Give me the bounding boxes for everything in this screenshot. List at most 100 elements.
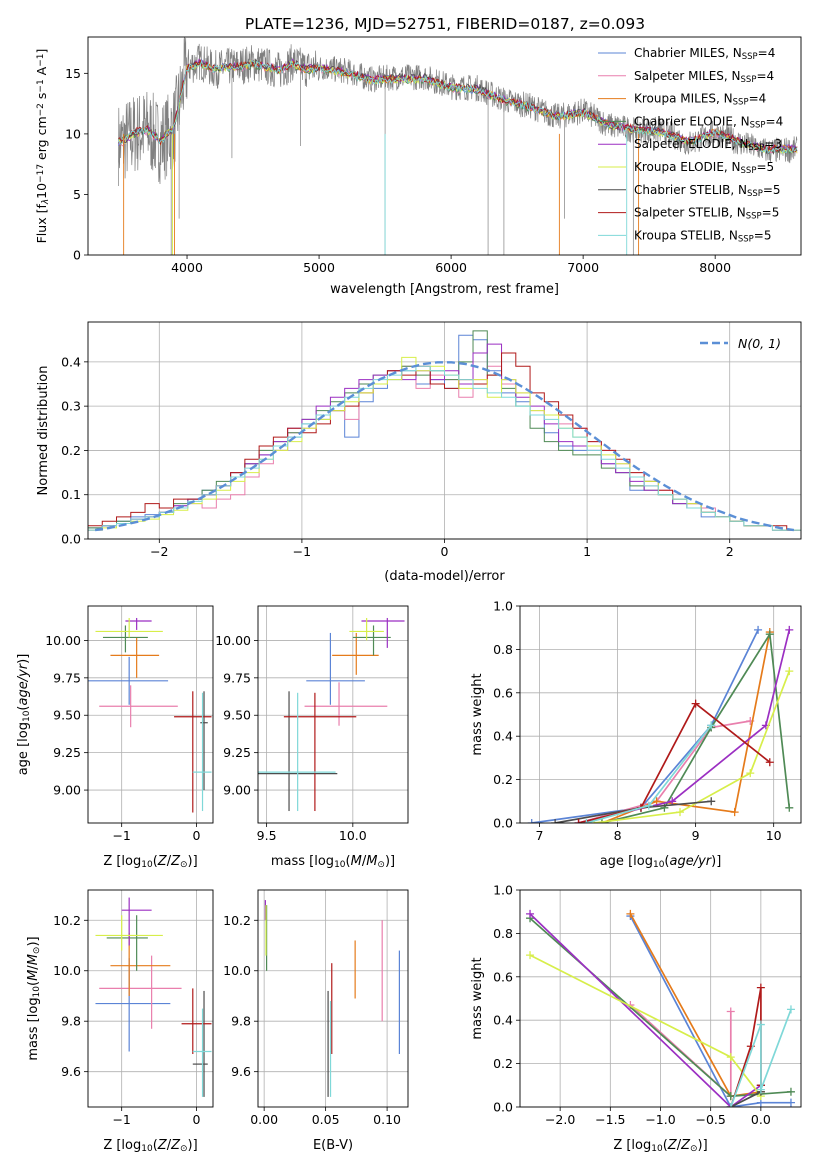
- axes-frame: [87, 889, 214, 1108]
- legend-entry: Chabrier MILES, NSSP=4: [634, 46, 775, 62]
- plus-marker: [707, 797, 716, 806]
- label-part: ⊙: [180, 1144, 188, 1154]
- errorbar-point: [88, 656, 169, 705]
- y-tick-label: 0.3: [61, 399, 81, 414]
- errorbar-point: [95, 915, 163, 951]
- y-tick-label: 1.0: [493, 599, 513, 614]
- label-part: mass [log: [26, 997, 41, 1060]
- legend-entry-sub: SSP: [733, 98, 749, 108]
- y-tick-label: 0.0: [61, 532, 81, 547]
- label-part: A: [34, 66, 49, 79]
- plus-marker: [626, 909, 635, 918]
- plus-marker: [574, 819, 583, 823]
- label-part: 10: [651, 1144, 663, 1154]
- label-part: ⊙: [377, 860, 385, 870]
- label-part: )]: [385, 854, 395, 869]
- legend-entry-name: Salpeter ELODIE, N: [634, 137, 748, 151]
- label-part: )]: [188, 1138, 198, 1153]
- plus-marker: [527, 819, 536, 823]
- label-part: Z: [680, 1138, 691, 1153]
- legend-entry-sub: SSP: [738, 235, 754, 245]
- y-tick-label: 9.50: [53, 708, 81, 723]
- plus-marker: [756, 1020, 765, 1029]
- label-part: 10: [653, 860, 665, 870]
- legend-entry: Kroupa MILES, NSSP=4: [634, 92, 766, 108]
- legend-entry-suffix: =5: [756, 160, 774, 174]
- label-part: −1: [36, 54, 46, 67]
- plus-marker: [785, 625, 794, 634]
- y-tick-label: 0.4: [493, 1013, 513, 1028]
- plus-marker: [726, 1103, 735, 1107]
- legend-entry-suffix: =4: [749, 92, 767, 106]
- label-part: M: [366, 854, 377, 869]
- y-tick-label: 0.2: [493, 1056, 513, 1071]
- axes-frame: [87, 36, 802, 256]
- errorbar-point: [110, 932, 171, 996]
- plus-marker: [707, 721, 716, 730]
- y-tick-label: 0.0: [493, 816, 513, 831]
- plus-marker: [785, 803, 794, 812]
- x-tick-label: 0.10: [373, 1112, 401, 1127]
- legend-entry-suffix: =5: [754, 228, 772, 242]
- y-tick-label: 9.25: [223, 745, 251, 760]
- x-tick-label: 8000: [699, 260, 731, 275]
- plot-area: [88, 330, 801, 532]
- x-tick-label: 9: [692, 828, 700, 843]
- label-part: (: [153, 854, 158, 869]
- y-tick-label: 5: [73, 187, 81, 202]
- x-tick-label: −1.5: [595, 1112, 625, 1127]
- mass-weight-line: [578, 702, 771, 823]
- label-part: (: [16, 706, 31, 711]
- label-part: Z: [157, 854, 168, 869]
- x-axis-label: mass [log10(M/M⊙)]: [271, 854, 395, 870]
- legend-entry-sub: SSP: [750, 121, 766, 131]
- label-part: 10: [334, 860, 346, 870]
- label-part: /: [167, 1138, 172, 1153]
- y-tick-label: 10: [65, 126, 81, 141]
- x-axis-label: Z [log10(Z/Z⊙)]: [613, 1138, 707, 1154]
- label-part: /: [26, 965, 41, 970]
- label-part: −1: [36, 79, 46, 92]
- legend-entry-suffix: =3: [764, 137, 782, 151]
- label-part: (: [663, 1138, 668, 1153]
- plot-area: [95, 897, 212, 1097]
- plot-area: [118, 37, 798, 255]
- normal-curve: [94, 361, 795, 532]
- axes-frame: [257, 889, 409, 1108]
- y-tick-label: 10.0: [53, 963, 81, 978]
- errorbar-point: [306, 632, 365, 705]
- x-tick-label: 8: [614, 828, 622, 843]
- x-tick-label: 10: [766, 828, 782, 843]
- legend-entry-name: Kroupa STELIB, N: [634, 228, 738, 242]
- x-axis-label: wavelength [Angstrom, rest frame]: [330, 282, 559, 297]
- label-part: age [log: [16, 722, 31, 775]
- plus-marker: [730, 808, 739, 817]
- label-part: 10: [34, 183, 49, 199]
- y-axis-label: Flux [fλ10−17 erg cm−2 s−1 A−1]: [34, 49, 51, 244]
- errorbar-point: [121, 897, 152, 946]
- plus-marker: [597, 819, 606, 823]
- x-tick-label: −1.0: [645, 1112, 675, 1127]
- errorbar-point: [99, 955, 182, 1029]
- x-tick-label: −2: [150, 544, 168, 559]
- mass-weight-line: [529, 913, 762, 1107]
- x-tick-label: 2: [726, 544, 734, 559]
- plot-area: [264, 900, 400, 1097]
- legend-entry-sub: SSP: [741, 75, 757, 85]
- y-tick-label: 15: [65, 66, 81, 81]
- plot-area: [258, 617, 405, 812]
- errorbar-point: [106, 915, 148, 971]
- label-part: ]: [34, 49, 49, 54]
- label-part: λ: [41, 199, 51, 205]
- mass-weight-line: [629, 915, 791, 1107]
- panel-1: 4000 5000 6000 7000 8000 0 5 10 15 Chabrier MILES…: [34, 36, 802, 297]
- errorbar-point: [349, 617, 384, 641]
- label-part: ⊙: [180, 860, 188, 870]
- x-axis-label: (data-model)/error: [384, 569, 505, 584]
- plus-marker: [526, 909, 535, 918]
- plus-marker: [726, 1053, 735, 1062]
- x-tick-label: 7000: [567, 260, 599, 275]
